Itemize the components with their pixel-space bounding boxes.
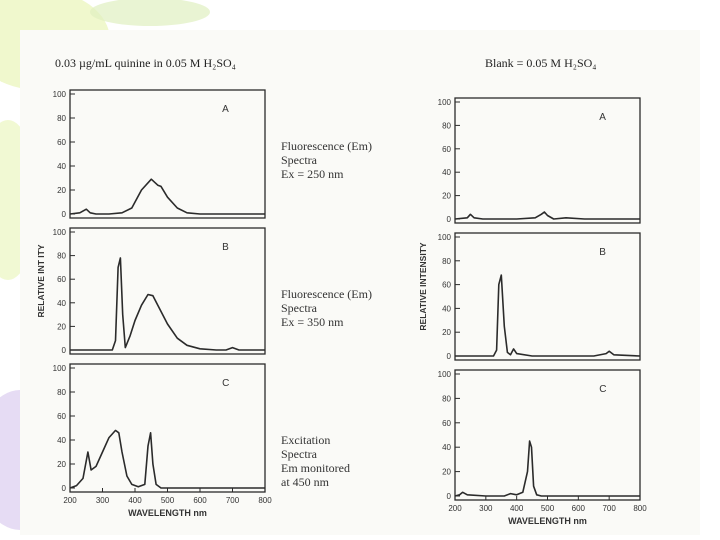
annotation-b-line-2: Spectra	[281, 301, 317, 315]
quinine-panel-c-xtick-label: 700	[226, 496, 240, 505]
quinine-panel-a-spectrum-line	[69, 178, 265, 215]
quinine-panel-c-xtick-label: 200	[63, 496, 77, 505]
blank-panel-a-spectrum-line	[454, 211, 640, 220]
blank-panel-b-frame	[454, 232, 641, 361]
blank-panel-a-ytick-label: 100	[438, 98, 452, 107]
quinine-panel-c-ytick-label: 40	[57, 436, 66, 445]
quinine-panel-b-ytick-label: 20	[57, 322, 66, 331]
blank-panel-c-xtick-label: 700	[602, 504, 616, 513]
annotation-panel-a: Fluorescence (Em) Spectra Ex = 250 nm	[281, 139, 372, 181]
quinine-panel-c-xtick-label: 400	[128, 496, 142, 505]
blank-panel-c-xtick-label: 800	[633, 504, 647, 513]
blank-panel-b-ytick-label: 0	[447, 352, 452, 361]
blank-panel-a-ytick-label: 20	[442, 192, 451, 201]
quinine-panel-c-xtick-label: 300	[96, 496, 110, 505]
quinine-panel-c-ytick-label: 20	[57, 460, 66, 469]
blank-panel-c-xtick-label: 400	[510, 504, 524, 513]
quinine-panel-c-ytick-label: 60	[57, 412, 66, 421]
quinine-panel-b-ytick-label: 80	[57, 252, 66, 261]
blank-panel-c-xtick-label: 600	[572, 504, 586, 513]
annotation-b-line-3: Ex = 350 nm	[281, 315, 344, 329]
right-figure-title: Blank = 0.05 M H₂SO₄	[485, 56, 597, 70]
quinine-panel-a-ytick-label: 80	[57, 114, 66, 123]
quinine-panel-c-x-axis-label: WAVELENGTH nm	[128, 508, 207, 518]
quinine-panel-a-letter: A	[222, 104, 229, 115]
blank-panel-b-letter: B	[599, 247, 606, 258]
quinine-panel-c-ytick-label: 80	[57, 388, 66, 397]
blank-panel-a-ytick-label: 0	[447, 215, 452, 224]
left-figure-title: 0.03 µg/mL quinine in 0.05 M H₂SO₄	[55, 56, 236, 70]
quinine-panel-c-spectrum-line	[69, 429, 265, 489]
blank-panel-c-letter: C	[599, 384, 606, 395]
blank-panel-a-frame	[454, 97, 641, 224]
scanned-figure-background	[20, 30, 700, 535]
annotation-a-line-1: Fluorescence (Em)	[281, 139, 372, 153]
blank-panel-a-ytick-label: 40	[442, 168, 451, 177]
blank-panel-b-ytick-label: 100	[438, 233, 452, 242]
annotation-b-line-1: Fluorescence (Em)	[281, 287, 372, 301]
quinine-panel-a-ytick-label: 0	[62, 210, 67, 219]
annotation-c-line-2: Spectra	[281, 447, 317, 461]
quinine-panel-a-ytick-label: 20	[57, 186, 66, 195]
quinine-panel-b-letter: B	[222, 242, 229, 253]
annotation-c-line-3: Em monitored	[281, 461, 350, 475]
blank-panel-c-ytick-label: 0	[447, 492, 452, 501]
blank-panel-b-ytick-label: 80	[442, 257, 451, 266]
blank-panel-c-xtick-label: 200	[448, 504, 462, 513]
blank-panel-a-ytick-label: 60	[442, 145, 451, 154]
blank-panel-a-ytick-label: 80	[442, 121, 451, 130]
blank-panel-c-ytick-label: 100	[438, 370, 452, 379]
quinine-panel-b-ytick-label: 100	[53, 228, 67, 237]
blank-y-axis-label: RELATIVE INTENSITY	[418, 242, 428, 330]
quinine-panel-a-ytick-label: 100	[53, 90, 67, 99]
blank-panel-c-frame	[454, 369, 641, 501]
annotation-c-line-4: at 450 nm	[281, 475, 329, 489]
blank-panel-c-xtick-label: 300	[479, 504, 493, 513]
blank-panel-c-ytick-label: 80	[442, 394, 451, 403]
quinine-y-axis-label: RELATIVE INT ITY	[36, 244, 46, 317]
annotation-panel-c: Excitation Spectra Em monitored at 450 n…	[281, 433, 350, 489]
quinine-panel-b-frame	[69, 227, 266, 355]
blank-panel-b-ytick-label: 20	[442, 328, 451, 337]
quinine-panel-a-ytick-label: 60	[57, 138, 66, 147]
blank-panel-c-ytick-label: 60	[442, 419, 451, 428]
annotation-c-line-1: Excitation	[281, 433, 331, 447]
blank-panel-c-ytick-label: 40	[442, 443, 451, 452]
quinine-panel-c-xtick-label: 500	[161, 496, 175, 505]
quinine-panel-b-ytick-label: 0	[62, 346, 67, 355]
quinine-panel-a-frame	[69, 89, 266, 219]
quinine-panel-b-spectrum-line	[70, 257, 265, 351]
quinine-panel-c-xtick-label: 800	[258, 496, 272, 505]
blank-panel-b-ytick-label: 60	[442, 281, 451, 290]
quinine-panel-c-xtick-label: 600	[193, 496, 207, 505]
annotation-a-line-3: Ex = 250 nm	[281, 167, 344, 181]
blank-panel-c-ytick-label: 20	[442, 468, 451, 477]
quinine-panel-c-ytick-label: 100	[53, 364, 67, 373]
blank-panel-b-spectrum-line	[455, 274, 641, 357]
quinine-panel-c-letter: C	[222, 378, 229, 389]
quinine-panel-a-ytick-label: 40	[57, 162, 66, 171]
quinine-panel-b-ytick-label: 40	[57, 299, 66, 308]
blank-panel-c-xtick-label: 500	[541, 504, 555, 513]
blank-panel-c-spectrum-line	[454, 440, 640, 497]
blank-panel-c-x-axis-label: WAVELENGTH nm	[508, 516, 587, 526]
quinine-panel-b-ytick-label: 60	[57, 275, 66, 284]
quinine-panel-c-ytick-label: 0	[62, 484, 67, 493]
blank-panel-b-ytick-label: 40	[442, 304, 451, 313]
blank-panel-a-letter: A	[599, 112, 606, 123]
quinine-panel-c-frame	[69, 363, 266, 493]
annotation-panel-b: Fluorescence (Em) Spectra Ex = 350 nm	[281, 287, 372, 329]
annotation-a-line-2: Spectra	[281, 153, 317, 167]
